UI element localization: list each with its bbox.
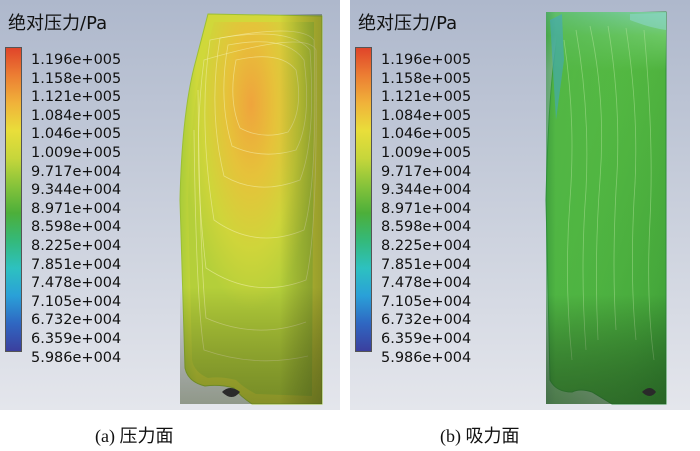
colorbar-tick-label: 8.225e+004 [381, 238, 472, 254]
colorbar-tick-label: 7.851e+004 [381, 256, 472, 273]
colorbar-tick-label: 1.009e+005 [381, 145, 472, 161]
colorbar-tick-label: 8.971e+004 [381, 200, 472, 217]
colorbar-tick-label: 1.084e+005 [31, 107, 122, 124]
colorbar-tick-label: 7.478e+004 [31, 275, 122, 292]
colorbar-tick-label: 6.359e+004 [381, 331, 472, 347]
colorbar-tick-label: 8.598e+004 [31, 219, 122, 236]
colorbar-tick-label: 1.196e+005 [31, 52, 122, 68]
colorbar-tick-label: 1.084e+005 [381, 107, 472, 124]
colorbar-tick-label: 9.344e+004 [381, 182, 472, 199]
colorbar [355, 47, 372, 352]
colorbar-tick-label: 9.717e+004 [31, 163, 122, 180]
colorbar-tick-label: 8.598e+004 [381, 219, 472, 236]
colorbar-tick-label: 1.121e+005 [31, 89, 122, 106]
colorbar-tick-label: 1.046e+005 [381, 126, 472, 143]
colorbar-ticks: 1.196e+005 1.158e+005 1.121e+005 1.084e+… [0, 0, 121, 366]
colorbar-tick-label: 6.359e+004 [31, 331, 122, 347]
caption-pressure-side: (a) 压力面 [95, 426, 174, 446]
blade-pressure-contour [179, 13, 323, 405]
colorbar-tick-label: 1.009e+005 [31, 145, 122, 161]
colorbar-tick-label: 9.344e+004 [31, 182, 122, 199]
legend-title: 绝对压力/Pa [358, 13, 458, 34]
blade-suction-contour [545, 11, 667, 405]
caption-suction-side: (b) 吸力面 [440, 426, 520, 446]
colorbar-tick-label: 8.971e+004 [31, 200, 122, 217]
colorbar-tick-label: 7.851e+004 [31, 256, 122, 273]
colorbar-tick-label: 1.046e+005 [31, 126, 122, 143]
colorbar-tick-label: 6.732e+004 [31, 312, 122, 329]
colorbar-tick-label: 5.986e+004 [31, 349, 122, 366]
colorbar-tick-label: 9.717e+004 [381, 163, 472, 180]
colorbar-ticks: 1.196e+005 1.158e+005 1.121e+005 1.084e+… [350, 0, 471, 366]
colorbar [5, 47, 22, 352]
legend-title: 绝对压力/Pa [8, 13, 108, 34]
colorbar-tick-label: 7.105e+004 [31, 293, 122, 310]
panel-suction-side: 绝对压力/Pa 1.196e+005 1.158e+005 1.121e+005… [350, 0, 690, 410]
panel-pressure-side: 绝对压力/Pa 1.196e+005 1.158e+005 1.121e+005… [0, 0, 340, 410]
colorbar-tick-label: 7.478e+004 [381, 275, 472, 292]
colorbar-tick-label: 7.105e+004 [381, 293, 472, 310]
colorbar-tick-label: 8.225e+004 [31, 238, 122, 254]
colorbar-tick-label: 1.121e+005 [381, 89, 472, 106]
colorbar-tick-label: 1.158e+005 [31, 70, 122, 87]
colorbar-tick-label: 1.158e+005 [381, 70, 472, 87]
colorbar-tick-label: 5.986e+004 [381, 349, 472, 366]
colorbar-tick-label: 1.196e+005 [381, 52, 472, 68]
colorbar-tick-label: 6.732e+004 [381, 312, 472, 329]
